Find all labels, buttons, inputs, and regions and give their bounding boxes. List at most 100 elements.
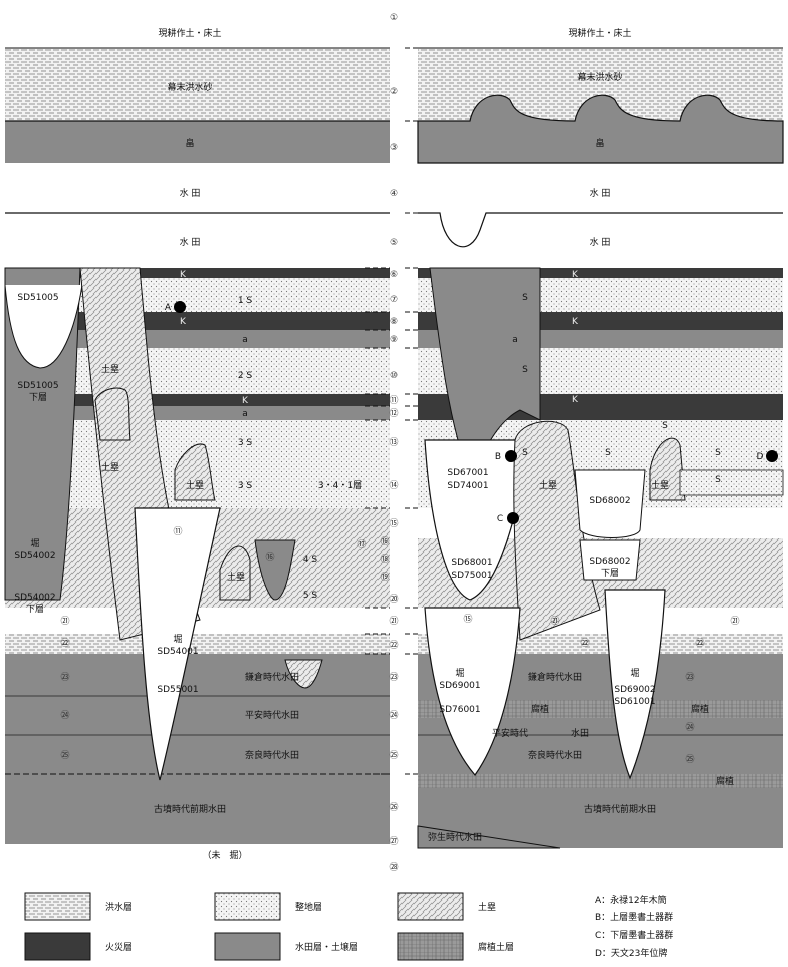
left-circle-24: ㉔ bbox=[60, 710, 69, 721]
left-s1-label: 1 S bbox=[238, 296, 253, 306]
left-panel: 現耕作土・床土 幕末洪水砂 畠 水 田 水 田 K 1 S K a 2 S K … bbox=[4, 27, 390, 861]
layer-num-16: ⑯ bbox=[380, 536, 389, 547]
layer-num-22: ㉒ bbox=[389, 640, 398, 651]
right-circle-21a: ㉑ bbox=[550, 616, 559, 627]
right-fushoku-label-2: 腐植 bbox=[691, 703, 709, 715]
left-hori-label-2: 堀 bbox=[173, 634, 182, 645]
left-top-soil-label: 現耕作土・床土 bbox=[158, 27, 221, 39]
right-dorui-label-1: 土塁 bbox=[539, 479, 557, 491]
legend-dorui-swatch bbox=[397, 892, 464, 921]
layer-num-2: ② bbox=[390, 87, 398, 97]
left-s3a-label: 3 S bbox=[238, 438, 253, 448]
right-s1-label: S bbox=[522, 293, 528, 303]
layer-num-11: ⑪ bbox=[389, 395, 398, 406]
right-circle-23: ㉓ bbox=[685, 672, 694, 683]
left-k1-label: K bbox=[180, 270, 187, 280]
left-dorui-label-4: 土塁 bbox=[227, 571, 245, 583]
legend-paddy-swatch bbox=[214, 932, 281, 961]
right-sd76001-label: SD76001 bbox=[439, 705, 480, 715]
layer-num-9: ⑨ bbox=[390, 335, 398, 345]
layer-num-17: ⑰ bbox=[357, 539, 366, 550]
left-circle-22: ㉒ bbox=[60, 638, 69, 649]
right-heian-label: 平安時代 bbox=[492, 727, 528, 739]
right-circle-25: ㉕ bbox=[685, 754, 694, 765]
left-flood-sand-layer bbox=[5, 48, 390, 121]
layer-num-8: ⑧ bbox=[390, 317, 398, 327]
right-s2-label: S bbox=[522, 365, 528, 375]
right-field-layer bbox=[417, 94, 784, 164]
left-s5-label: 5 S bbox=[303, 591, 318, 601]
layer-num-21: ㉑ bbox=[389, 616, 398, 627]
left-k2-label: K bbox=[180, 317, 187, 327]
left-a2-label: a bbox=[242, 409, 248, 419]
right-k2-label: K bbox=[572, 317, 579, 327]
right-s5-label: S bbox=[605, 448, 611, 458]
right-paddy-line bbox=[418, 212, 783, 248]
left-unexcavated-label: （未 掘） bbox=[202, 849, 247, 861]
layer-num-1: ① bbox=[390, 13, 398, 23]
layer-num-19: ⑲ bbox=[380, 572, 389, 583]
left-sd54002-lower1: SD54002 bbox=[14, 593, 55, 603]
note-b: B：上層墨書土器群 bbox=[595, 911, 673, 923]
right-marker-d-label: D bbox=[757, 452, 764, 462]
right-marker-b-dot bbox=[505, 450, 517, 462]
left-circle-23: ㉓ bbox=[60, 672, 69, 683]
legend-fire-label: 火災層 bbox=[105, 942, 132, 953]
right-s7-label: S bbox=[715, 475, 721, 485]
right-sd69001-label: SD69001 bbox=[439, 681, 480, 691]
left-kofun-label: 古墳時代前期水田 bbox=[154, 803, 226, 815]
right-field-label: 畠 bbox=[595, 137, 604, 149]
right-hori-label-1: 堀 bbox=[455, 668, 464, 679]
layer-num-14: ⑭ bbox=[389, 480, 398, 491]
right-top-soil-label: 現耕作土・床土 bbox=[568, 27, 631, 39]
layer-num-5: ⑤ bbox=[390, 238, 398, 248]
right-kofun-label: 古墳時代前期水田 bbox=[584, 803, 656, 815]
left-paddy1-label: 水 田 bbox=[180, 187, 201, 199]
left-field-label: 畠 bbox=[185, 137, 194, 149]
right-a-label: a bbox=[512, 335, 518, 345]
right-circle-21b: ㉑ bbox=[730, 616, 739, 627]
left-sd55001-label: SD55001 bbox=[157, 685, 198, 695]
right-circle-22a: ㉒ bbox=[580, 638, 589, 649]
left-dorui-label-3: 土塁 bbox=[186, 479, 204, 491]
legend-flood-swatch bbox=[24, 892, 91, 921]
left-hori-label: 堀 bbox=[30, 538, 39, 549]
right-panel: 現耕作土・床土 幕末洪水砂 畠 水 田 水 田 K S K a S K S S … bbox=[417, 27, 784, 849]
right-fushoku-label-1: 腐植 bbox=[531, 703, 549, 715]
layer-num-6: ⑥ bbox=[390, 270, 398, 280]
right-sd68002 bbox=[574, 469, 646, 538]
right-k3-label: K bbox=[572, 395, 579, 405]
right-s6-label: S bbox=[715, 448, 721, 458]
legend-humus-label: 腐植土層 bbox=[478, 941, 514, 953]
note-d: D：天文23年位牌 bbox=[595, 947, 667, 959]
right-circle-15: ⑮ bbox=[463, 614, 472, 625]
legend-flood-label: 洪水層 bbox=[105, 901, 132, 913]
left-circle-25: ㉕ bbox=[60, 750, 69, 761]
left-sd54002-lower2: 下層 bbox=[26, 604, 44, 615]
right-flood-sand-label: 幕末洪水砂 bbox=[577, 71, 622, 83]
left-heian-label: 平安時代水田 bbox=[245, 709, 299, 721]
note-a: A：永禄12年木簡 bbox=[595, 894, 667, 906]
left-s4-label: 4 S bbox=[303, 555, 318, 565]
layer-num-15: ⑮ bbox=[389, 518, 398, 529]
right-sd69002-label: SD69002 bbox=[614, 685, 655, 695]
right-hori-label-2: 堀 bbox=[630, 668, 639, 679]
right-paddy2-label: 水 田 bbox=[590, 236, 611, 248]
left-sd51005-lower1: SD51005 bbox=[17, 381, 58, 391]
right-circle-22b: ㉒ bbox=[695, 638, 704, 649]
left-dorui-label-1: 土塁 bbox=[101, 363, 119, 375]
right-sd68001-label: SD68001 bbox=[451, 558, 492, 568]
right-nara-label: 奈良時代水田 bbox=[528, 749, 582, 761]
left-kamakura-label: 鎌倉時代水田 bbox=[245, 671, 299, 683]
right-circle-24: ㉔ bbox=[685, 722, 694, 733]
right-moat-sd69002 bbox=[604, 589, 666, 780]
left-dorui-label-2: 土塁 bbox=[101, 461, 119, 473]
left-flood-sand-label: 幕末洪水砂 bbox=[167, 81, 212, 93]
left-marker-a-dot bbox=[174, 301, 186, 313]
legend: 洪水層 火災層 整地層 水田層・土壌層 土塁 腐植土層 A：永禄12年木簡 B：… bbox=[24, 892, 673, 961]
left-s2-label: 2 S bbox=[238, 371, 253, 381]
right-k1-label: K bbox=[572, 270, 579, 280]
right-s4-label: S bbox=[522, 448, 528, 458]
